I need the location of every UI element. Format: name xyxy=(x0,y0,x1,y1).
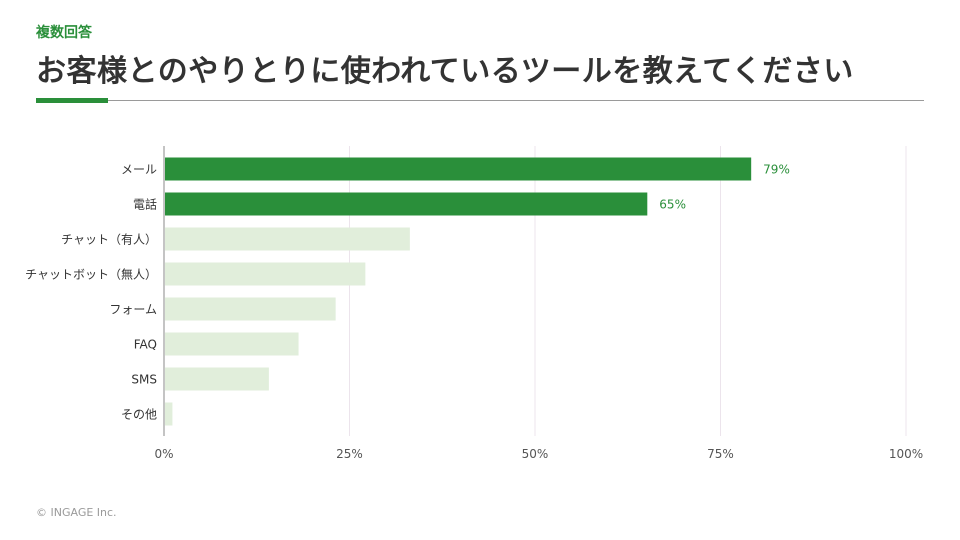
answer-type-tag: 複数回答 xyxy=(36,25,92,41)
category-label: FAQ xyxy=(134,338,157,352)
category-label: メール xyxy=(121,163,157,177)
title-divider xyxy=(36,100,924,101)
chart-grid xyxy=(163,146,907,436)
category-label: その他 xyxy=(121,408,157,422)
page-title: お客様とのやりとりに使われているツールを教えてください xyxy=(36,54,854,89)
title-accent-bar xyxy=(36,98,108,103)
chart-bars xyxy=(165,157,752,426)
category-label: フォーム xyxy=(109,303,157,317)
x-tick-label: 50% xyxy=(522,447,549,461)
bar xyxy=(165,297,336,321)
category-label: チャット（有人） xyxy=(61,233,157,247)
bar xyxy=(165,402,173,426)
copyright-text: © INGAGE Inc. xyxy=(36,506,117,519)
value-label: 65% xyxy=(659,198,686,212)
value-label: 79% xyxy=(763,163,790,177)
x-tick-label: 75% xyxy=(707,447,734,461)
category-label: チャットボット（無人） xyxy=(25,267,157,282)
chart-labels: 0% 25% 50% 75% 100% メール 79% 電話 65% チャット（有人） チャットボッ… xyxy=(25,163,923,462)
x-tick-label: 25% xyxy=(336,447,363,461)
x-tick-label: 0% xyxy=(154,447,173,461)
bar xyxy=(165,332,299,356)
x-tick-label: 100% xyxy=(889,447,923,461)
category-label: SMS xyxy=(131,373,157,387)
bar xyxy=(165,157,752,181)
bar xyxy=(165,227,410,251)
bar xyxy=(165,192,648,216)
bar xyxy=(165,262,366,286)
category-label: 電話 xyxy=(133,197,157,212)
bar xyxy=(165,367,269,391)
